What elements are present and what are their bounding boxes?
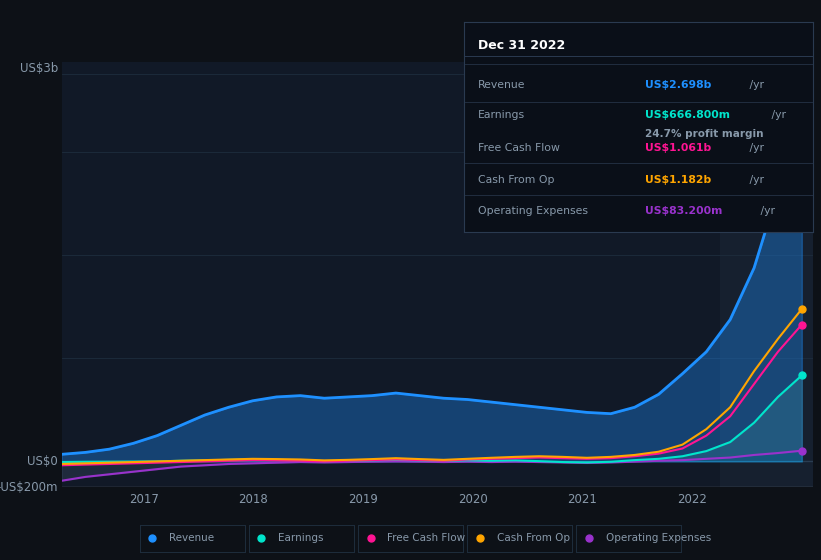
- Text: Free Cash Flow: Free Cash Flow: [478, 143, 560, 153]
- Text: Revenue: Revenue: [169, 533, 214, 543]
- Text: -US$200m: -US$200m: [0, 480, 57, 494]
- Text: US$3b: US$3b: [20, 62, 57, 74]
- Text: Cash From Op: Cash From Op: [497, 533, 570, 543]
- Text: US$83.200m: US$83.200m: [645, 207, 722, 216]
- Text: /yr: /yr: [745, 175, 764, 185]
- Text: /yr: /yr: [768, 110, 787, 120]
- Text: US$2.698b: US$2.698b: [645, 81, 712, 90]
- Text: Earnings: Earnings: [278, 533, 323, 543]
- Text: Dec 31 2022: Dec 31 2022: [478, 39, 565, 52]
- Bar: [719, 62, 813, 487]
- Text: Free Cash Flow: Free Cash Flow: [388, 533, 466, 543]
- Text: US$1.182b: US$1.182b: [645, 175, 712, 185]
- Text: Operating Expenses: Operating Expenses: [606, 533, 711, 543]
- Text: /yr: /yr: [757, 207, 775, 216]
- Text: /yr: /yr: [745, 81, 764, 90]
- Text: Earnings: Earnings: [478, 110, 525, 120]
- Text: /yr: /yr: [745, 143, 764, 153]
- Text: US$666.800m: US$666.800m: [645, 110, 731, 120]
- Text: Revenue: Revenue: [478, 81, 525, 90]
- Text: 24.7% profit margin: 24.7% profit margin: [645, 129, 764, 139]
- Text: Cash From Op: Cash From Op: [478, 175, 554, 185]
- Text: US$0: US$0: [27, 455, 57, 468]
- Text: Operating Expenses: Operating Expenses: [478, 207, 588, 216]
- Text: US$1.061b: US$1.061b: [645, 143, 712, 153]
